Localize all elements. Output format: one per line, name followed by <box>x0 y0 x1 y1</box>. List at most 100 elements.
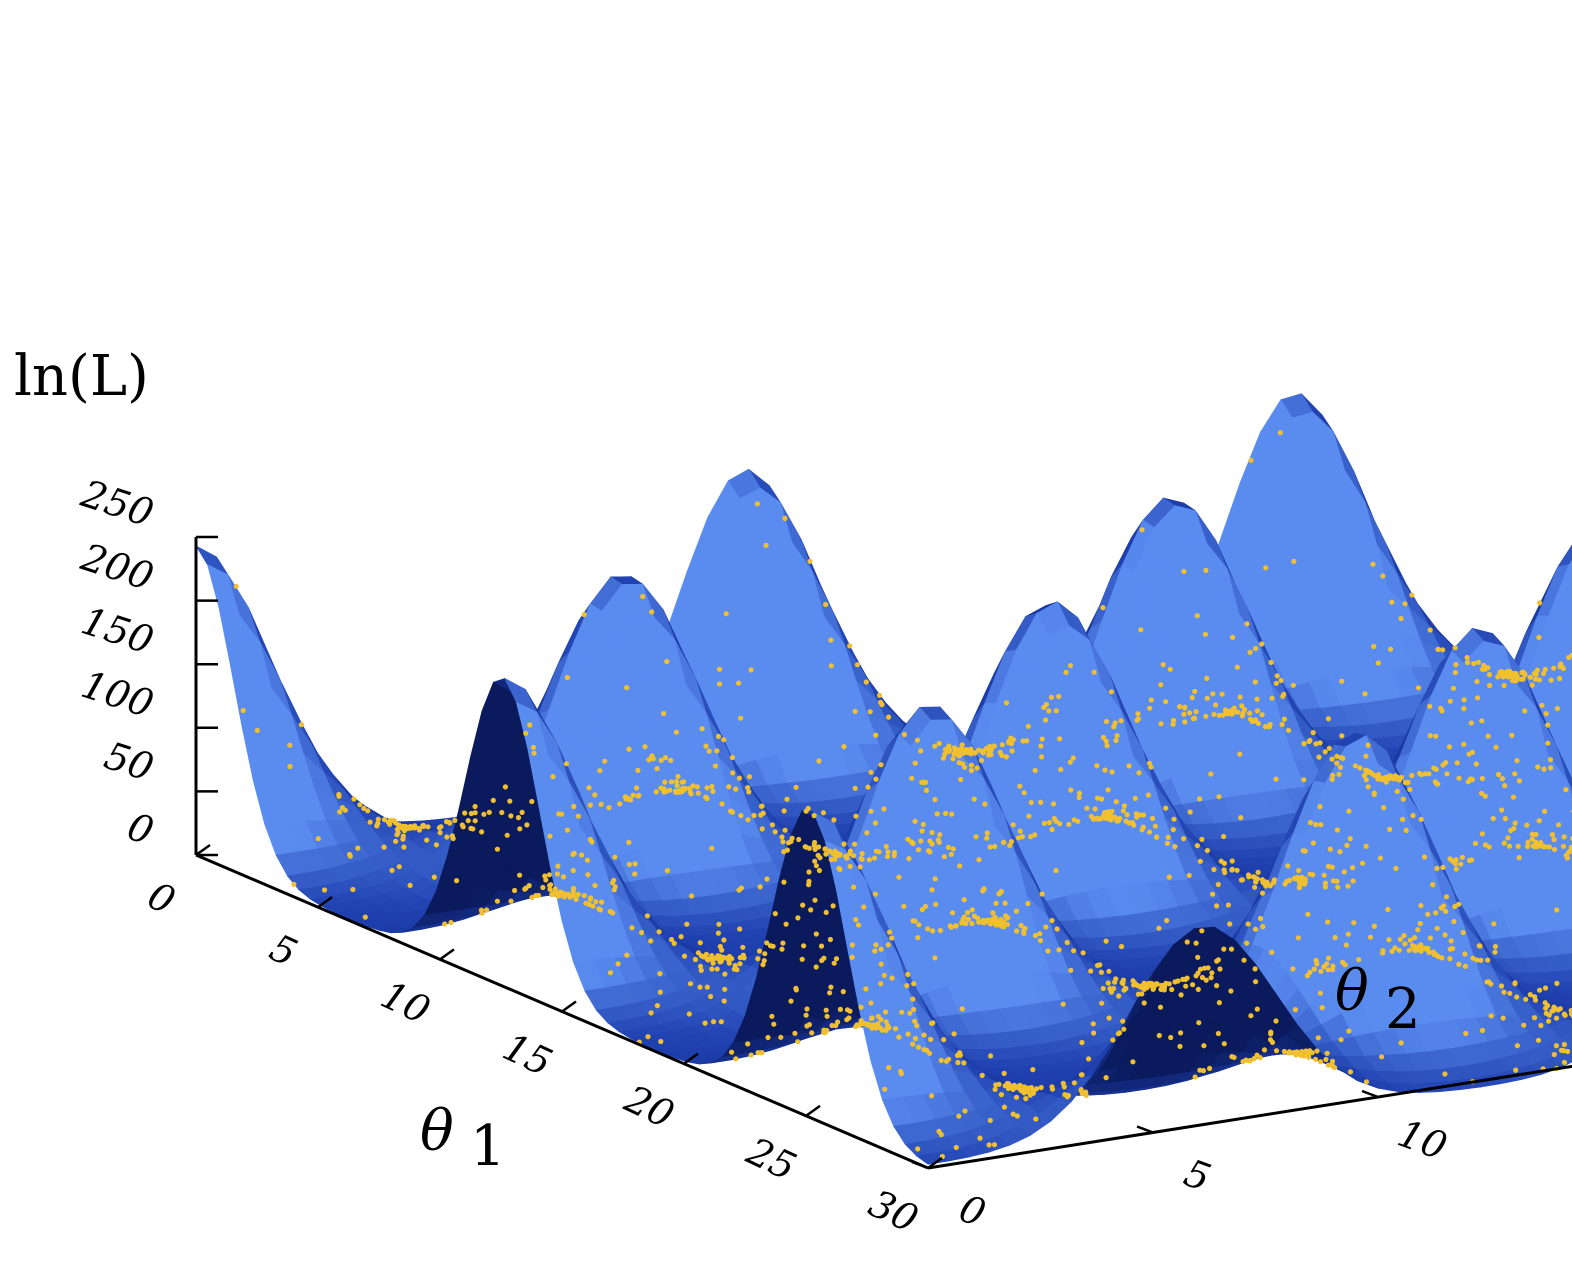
sample-point <box>1068 968 1073 973</box>
sample-point <box>508 899 513 904</box>
sample-point <box>705 985 710 990</box>
sample-point <box>255 728 260 733</box>
sample-point <box>499 810 504 815</box>
sample-point <box>1209 975 1214 980</box>
sample-point <box>879 947 884 952</box>
sample-point <box>1402 941 1407 946</box>
sample-point <box>716 931 721 936</box>
sample-point <box>624 953 629 958</box>
sample-point <box>1418 921 1423 926</box>
sample-point <box>1167 875 1172 880</box>
sample-point <box>597 768 602 773</box>
sample-point <box>1216 1031 1221 1036</box>
sample-point <box>531 745 536 750</box>
sample-point <box>704 952 709 957</box>
sample-point <box>316 836 321 841</box>
sample-point <box>899 1010 904 1015</box>
sample-point <box>707 749 712 754</box>
sample-point <box>1453 662 1458 667</box>
sample-point <box>555 864 560 869</box>
sample-point <box>401 845 406 850</box>
sample-point <box>1461 930 1466 935</box>
sample-point <box>645 913 650 918</box>
sample-point <box>745 817 750 822</box>
sample-point <box>1461 706 1466 711</box>
sample-point <box>649 609 654 614</box>
sample-point <box>1376 660 1381 665</box>
sample-point <box>1166 835 1171 840</box>
sample-point <box>1196 1020 1201 1025</box>
sample-point <box>992 1142 997 1147</box>
sample-point <box>1318 1059 1323 1064</box>
sample-point <box>1371 644 1376 649</box>
sample-point <box>1248 650 1253 655</box>
sample-point <box>527 722 532 727</box>
sample-point <box>928 1037 933 1042</box>
sample-point <box>617 801 622 806</box>
sample-point <box>781 880 786 885</box>
sample-point <box>657 971 662 976</box>
sample-point <box>687 1011 692 1016</box>
sample-point <box>885 849 890 854</box>
sample-point <box>1428 627 1433 632</box>
sample-point <box>1106 969 1111 974</box>
sample-point <box>1196 987 1201 992</box>
sample-point <box>831 903 836 908</box>
sample-point <box>1385 907 1390 912</box>
sample-point <box>782 808 787 813</box>
sample-point <box>582 612 587 617</box>
sample-point <box>982 801 987 806</box>
sample-point <box>1380 573 1385 578</box>
sample-point <box>1308 872 1313 877</box>
sample-point <box>1344 843 1349 848</box>
sample-point <box>1339 1037 1344 1042</box>
sample-point <box>632 861 637 866</box>
sample-point <box>1301 777 1306 782</box>
sample-point <box>1351 920 1356 925</box>
sample-point <box>1235 665 1240 670</box>
sample-point <box>517 826 522 831</box>
sample-point <box>868 709 873 714</box>
sample-point <box>1496 772 1501 777</box>
sample-point <box>755 501 760 506</box>
sample-point <box>1214 903 1219 908</box>
sample-point <box>1308 820 1313 825</box>
sample-point <box>943 811 948 816</box>
sample-point <box>1252 885 1257 890</box>
sample-point <box>668 758 673 763</box>
sample-point <box>1187 710 1192 715</box>
sample-point <box>847 643 852 648</box>
sample-point <box>1541 767 1546 772</box>
sample-point <box>850 955 855 960</box>
sample-point <box>1346 932 1351 937</box>
sample-point <box>586 785 591 790</box>
sample-point <box>1086 1056 1091 1061</box>
sample-point <box>592 883 597 888</box>
sample-point <box>717 667 722 672</box>
sample-point <box>1255 708 1260 713</box>
sample-point <box>462 810 467 815</box>
sample-point <box>1346 1028 1351 1033</box>
sample-point <box>531 751 536 756</box>
sample-point <box>689 893 694 898</box>
sample-point <box>1241 958 1246 963</box>
sample-point <box>1216 794 1221 799</box>
sample-point <box>1427 704 1432 709</box>
sample-point <box>1014 1095 1019 1100</box>
sample-point <box>1205 696 1210 701</box>
sample-point <box>1015 1113 1020 1118</box>
sample-point <box>878 981 883 986</box>
sample-point <box>1046 708 1051 713</box>
sample-point <box>357 802 362 807</box>
sample-point <box>1499 807 1504 812</box>
sample-point <box>1320 1005 1325 1010</box>
sample-point <box>1023 1096 1028 1101</box>
sample-point <box>484 907 489 912</box>
sample-point <box>1068 787 1073 792</box>
sample-point <box>1532 1015 1537 1020</box>
sample-point <box>1291 683 1296 688</box>
sample-point <box>1228 988 1233 993</box>
sample-point <box>968 747 973 752</box>
sample-point <box>1190 982 1195 987</box>
